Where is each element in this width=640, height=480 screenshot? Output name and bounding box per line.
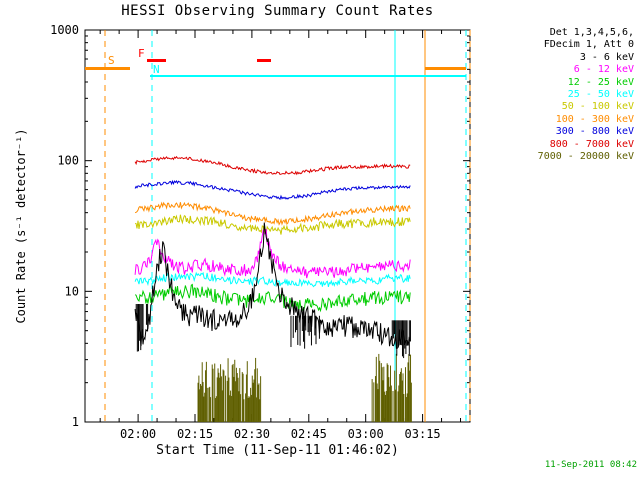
y-tick-label: 1000 [50, 23, 79, 37]
plot-frame [84, 29, 471, 423]
legend-entry: 50 - 100 keV [561, 101, 634, 113]
event-night-bar [150, 75, 466, 77]
series-line-50-100-kev [134, 214, 411, 235]
flag-label-n: N [153, 63, 160, 76]
chart-title: HESSI Observing Summary Count Rates [121, 3, 434, 19]
x-tick-label: 03:00 [348, 427, 384, 441]
series-line-300-800-kev [134, 179, 411, 201]
x-axis-label: Start Time (11-Sep-11 01:46:02) [156, 443, 399, 458]
legend-entry: 300 - 800 keV [555, 126, 634, 138]
series-line-800-7000-kev [134, 155, 411, 176]
x-tick-label: 02:30 [234, 427, 270, 441]
x-tick-label: 02:15 [177, 427, 213, 441]
series-line-6-12-kev [134, 228, 411, 279]
legend-entry: 7000 - 20000 keV [537, 151, 634, 163]
legend-entry: 3 - 6 keV [579, 51, 634, 63]
series-line-12-25-kev [134, 283, 411, 313]
series-line-100-300-kev [134, 201, 411, 226]
legend-entry: FDecim 1, Att 0 [543, 39, 634, 51]
event-saa-bar-right [425, 67, 466, 70]
flag-label-f: F [138, 47, 145, 60]
event-flare-bar-2 [257, 59, 271, 62]
legend-entry: Det 1,3,4,5,6, [549, 27, 634, 38]
event-saa-bar-left [85, 67, 130, 70]
y-tick-label: 10 [65, 284, 79, 298]
x-tick-label: 02:00 [120, 427, 156, 441]
legend-entry: 25 - 50 keV [567, 89, 634, 101]
series-line-25-50-kev [134, 271, 411, 288]
series-line-3-6-kev [134, 222, 411, 349]
legend-entry: 800 - 7000 keV [549, 138, 634, 150]
y-tick-label: 100 [57, 154, 79, 168]
x-tick-label: 03:15 [405, 427, 441, 441]
legend-entry: 100 - 300 keV [555, 113, 634, 125]
legend-entry: 12 - 25 keV [567, 76, 634, 88]
legend-entry: 6 - 12 keV [573, 64, 634, 76]
creation-timestamp: 11-Sep-2011 08:42 [544, 460, 637, 470]
x-tick-label: 02:45 [291, 427, 327, 441]
event-flare-bar-1 [147, 59, 166, 62]
flag-label-s: S [108, 54, 115, 67]
y-tick-label: 1 [72, 415, 79, 429]
